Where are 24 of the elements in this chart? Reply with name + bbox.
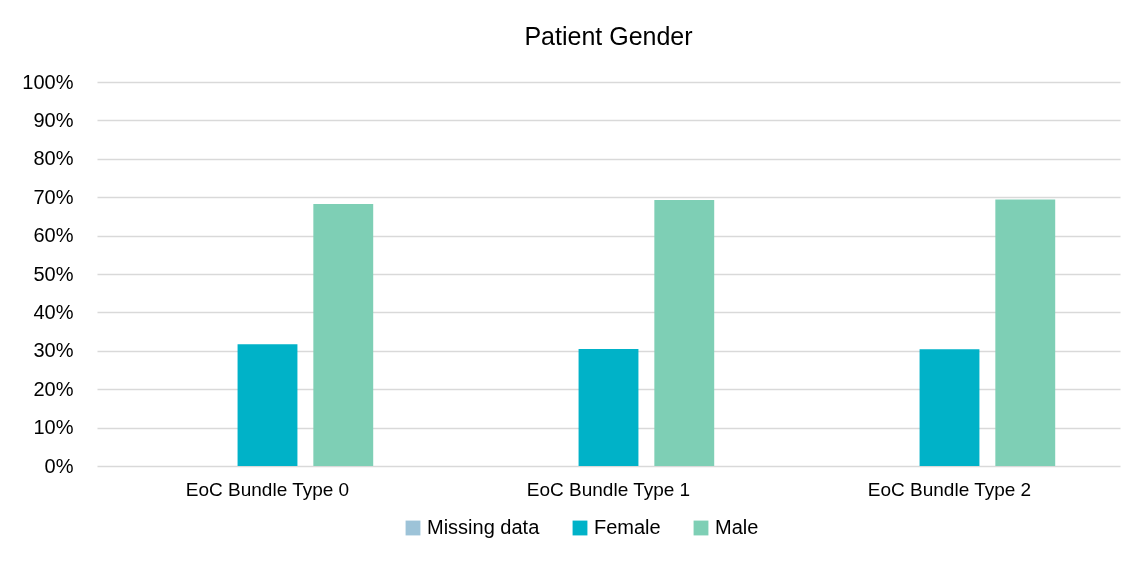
x-tick-label: EoC Bundle Type 1 — [526, 478, 691, 500]
bar — [313, 204, 374, 466]
bar — [995, 199, 1056, 466]
y-tick-label: 90% — [33, 108, 74, 131]
bar — [919, 349, 980, 466]
y-tick-label: 50% — [33, 262, 74, 285]
y-tick-label: 30% — [33, 339, 74, 362]
y-tick-label: 20% — [33, 377, 74, 400]
y-tick-label: 10% — [33, 416, 74, 439]
y-tick-label: 80% — [33, 147, 74, 170]
y-tick-label: 100% — [22, 70, 74, 93]
bar — [237, 344, 298, 466]
legend-label: Missing data — [427, 516, 541, 538]
x-tick-label: EoC Bundle Type 2 — [867, 478, 1032, 500]
bar — [654, 199, 715, 466]
y-tick-label: 60% — [33, 224, 74, 247]
x-tick-label: EoC Bundle Type 0 — [185, 478, 350, 500]
legend-label: Male — [715, 516, 759, 538]
chart-title: Patient Gender — [524, 22, 693, 50]
legend-label: Female — [594, 516, 661, 538]
y-tick-label: 0% — [44, 454, 74, 477]
y-tick-label: 70% — [33, 185, 74, 208]
y-tick-label: 40% — [33, 300, 74, 323]
bar — [578, 348, 639, 466]
